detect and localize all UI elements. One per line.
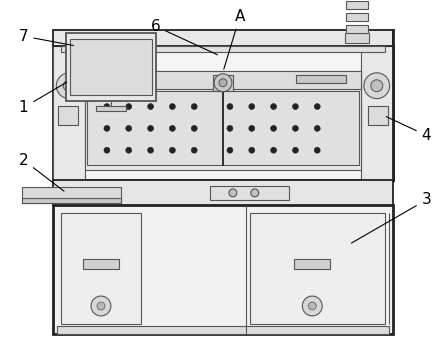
Circle shape bbox=[270, 125, 277, 131]
Circle shape bbox=[270, 147, 277, 153]
Bar bbox=[346, 25, 368, 33]
Circle shape bbox=[191, 147, 197, 153]
Circle shape bbox=[170, 147, 175, 153]
Text: 7: 7 bbox=[19, 29, 73, 45]
Bar bbox=[85, 71, 361, 89]
Bar bbox=[53, 46, 392, 180]
Bar bbox=[57, 326, 388, 334]
Bar bbox=[53, 46, 85, 180]
Circle shape bbox=[219, 79, 227, 87]
Circle shape bbox=[227, 125, 233, 131]
Circle shape bbox=[371, 80, 383, 92]
Circle shape bbox=[126, 147, 132, 153]
Circle shape bbox=[63, 80, 75, 92]
Circle shape bbox=[126, 125, 132, 131]
Bar bbox=[210, 186, 289, 200]
Circle shape bbox=[293, 125, 298, 131]
Circle shape bbox=[227, 104, 233, 110]
Bar bbox=[83, 260, 119, 269]
Circle shape bbox=[97, 302, 105, 310]
Bar bbox=[250, 213, 385, 324]
Circle shape bbox=[302, 296, 322, 316]
Circle shape bbox=[251, 189, 259, 197]
Circle shape bbox=[229, 189, 237, 197]
Circle shape bbox=[191, 125, 197, 131]
Circle shape bbox=[147, 104, 154, 110]
Bar bbox=[297, 75, 346, 83]
Bar bbox=[53, 30, 392, 46]
Circle shape bbox=[308, 302, 316, 310]
Circle shape bbox=[126, 104, 132, 110]
Circle shape bbox=[91, 296, 111, 316]
Circle shape bbox=[56, 73, 82, 99]
Bar bbox=[345, 33, 369, 43]
Text: 6: 6 bbox=[151, 19, 218, 55]
Text: 4: 4 bbox=[386, 117, 431, 143]
Circle shape bbox=[191, 104, 197, 110]
Circle shape bbox=[314, 147, 320, 153]
Circle shape bbox=[227, 147, 233, 153]
Text: 3: 3 bbox=[351, 192, 431, 243]
Circle shape bbox=[147, 125, 154, 131]
Circle shape bbox=[249, 104, 255, 110]
Bar bbox=[361, 46, 392, 180]
Circle shape bbox=[104, 104, 110, 110]
Bar bbox=[66, 33, 155, 100]
Text: A: A bbox=[224, 9, 245, 69]
Bar bbox=[346, 13, 368, 21]
Bar bbox=[61, 213, 141, 324]
Bar bbox=[61, 46, 385, 52]
Circle shape bbox=[293, 104, 298, 110]
Bar bbox=[53, 180, 392, 205]
Bar bbox=[22, 187, 121, 203]
Bar bbox=[53, 205, 392, 334]
Bar bbox=[85, 71, 361, 170]
Bar bbox=[58, 105, 78, 125]
Circle shape bbox=[314, 104, 320, 110]
Circle shape bbox=[170, 125, 175, 131]
Text: 1: 1 bbox=[19, 82, 67, 115]
Circle shape bbox=[104, 147, 110, 153]
Bar bbox=[368, 105, 388, 125]
Circle shape bbox=[249, 147, 255, 153]
Bar bbox=[70, 39, 151, 95]
Circle shape bbox=[214, 74, 232, 92]
Bar bbox=[22, 198, 121, 203]
Circle shape bbox=[104, 125, 110, 131]
Circle shape bbox=[170, 104, 175, 110]
Bar bbox=[213, 75, 233, 91]
Text: 2: 2 bbox=[19, 153, 64, 191]
Bar bbox=[294, 260, 330, 269]
Circle shape bbox=[364, 73, 390, 99]
Bar bbox=[87, 91, 359, 165]
Circle shape bbox=[270, 104, 277, 110]
Bar bbox=[346, 1, 368, 9]
Bar bbox=[100, 75, 150, 83]
Bar bbox=[96, 105, 126, 110]
Circle shape bbox=[293, 147, 298, 153]
Circle shape bbox=[314, 125, 320, 131]
Circle shape bbox=[249, 125, 255, 131]
Circle shape bbox=[147, 147, 154, 153]
